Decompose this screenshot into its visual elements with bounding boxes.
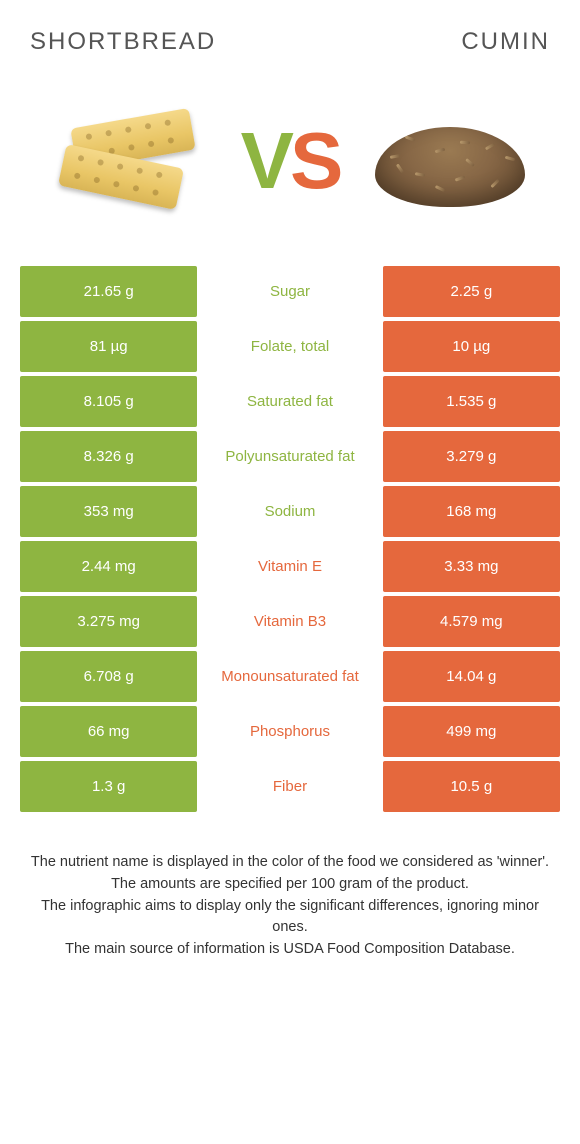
- left-value-cell: 353 mg: [20, 486, 197, 537]
- table-row: 1.3 gFiber10.5 g: [20, 761, 560, 812]
- nutrient-table: 21.65 gSugar2.25 g81 µgFolate, total10 µ…: [20, 266, 560, 812]
- nutrient-label-cell: Fiber: [201, 761, 378, 812]
- left-value-cell: 21.65 g: [20, 266, 197, 317]
- vs-v: V: [241, 116, 290, 205]
- right-value-cell: 4.579 mg: [383, 596, 560, 647]
- nutrient-label-cell: Sugar: [201, 266, 378, 317]
- cumin-icon: [370, 101, 530, 221]
- table-row: 66 mgPhosphorus499 mg: [20, 706, 560, 757]
- hero-row: VS: [20, 96, 560, 226]
- table-row: 8.326 gPolyunsaturated fat3.279 g: [20, 431, 560, 482]
- left-value-cell: 66 mg: [20, 706, 197, 757]
- nutrient-label-cell: Monounsaturated fat: [201, 651, 378, 702]
- table-row: 8.105 gSaturated fat1.535 g: [20, 376, 560, 427]
- nutrient-label-cell: Sodium: [201, 486, 378, 537]
- right-value-cell: 2.25 g: [383, 266, 560, 317]
- nutrient-label-cell: Phosphorus: [201, 706, 378, 757]
- left-food-title: SHORTBREAD: [30, 28, 216, 56]
- nutrient-label-cell: Polyunsaturated fat: [201, 431, 378, 482]
- right-value-cell: 1.535 g: [383, 376, 560, 427]
- left-food-image: [50, 96, 210, 226]
- table-row: 21.65 gSugar2.25 g: [20, 266, 560, 317]
- vs-label: VS: [241, 121, 340, 201]
- table-row: 3.275 mgVitamin B34.579 mg: [20, 596, 560, 647]
- footer-line: The infographic aims to display only the…: [24, 896, 556, 940]
- right-value-cell: 3.33 mg: [383, 541, 560, 592]
- left-value-cell: 81 µg: [20, 321, 197, 372]
- table-row: 2.44 mgVitamin E3.33 mg: [20, 541, 560, 592]
- table-row: 353 mgSodium168 mg: [20, 486, 560, 537]
- right-value-cell: 499 mg: [383, 706, 560, 757]
- left-value-cell: 6.708 g: [20, 651, 197, 702]
- footer-line: The amounts are specified per 100 gram o…: [24, 874, 556, 896]
- left-value-cell: 2.44 mg: [20, 541, 197, 592]
- left-value-cell: 8.326 g: [20, 431, 197, 482]
- title-row: SHORTBREAD CUMIN: [20, 28, 560, 56]
- table-row: 81 µgFolate, total10 µg: [20, 321, 560, 372]
- right-value-cell: 14.04 g: [383, 651, 560, 702]
- vs-s: S: [290, 116, 339, 205]
- right-value-cell: 10.5 g: [383, 761, 560, 812]
- footer-line: The main source of information is USDA F…: [24, 939, 556, 961]
- right-food-image: [370, 96, 530, 226]
- nutrient-label-cell: Vitamin B3: [201, 596, 378, 647]
- footer-line: The nutrient name is displayed in the co…: [24, 852, 556, 874]
- table-row: 6.708 gMonounsaturated fat14.04 g: [20, 651, 560, 702]
- nutrient-label-cell: Vitamin E: [201, 541, 378, 592]
- nutrient-label-cell: Saturated fat: [201, 376, 378, 427]
- right-value-cell: 168 mg: [383, 486, 560, 537]
- right-food-title: CUMIN: [461, 28, 550, 56]
- footer-notes: The nutrient name is displayed in the co…: [20, 852, 560, 961]
- shortbread-icon: [55, 106, 205, 216]
- right-value-cell: 3.279 g: [383, 431, 560, 482]
- left-value-cell: 1.3 g: [20, 761, 197, 812]
- right-value-cell: 10 µg: [383, 321, 560, 372]
- left-value-cell: 8.105 g: [20, 376, 197, 427]
- nutrient-label-cell: Folate, total: [201, 321, 378, 372]
- left-value-cell: 3.275 mg: [20, 596, 197, 647]
